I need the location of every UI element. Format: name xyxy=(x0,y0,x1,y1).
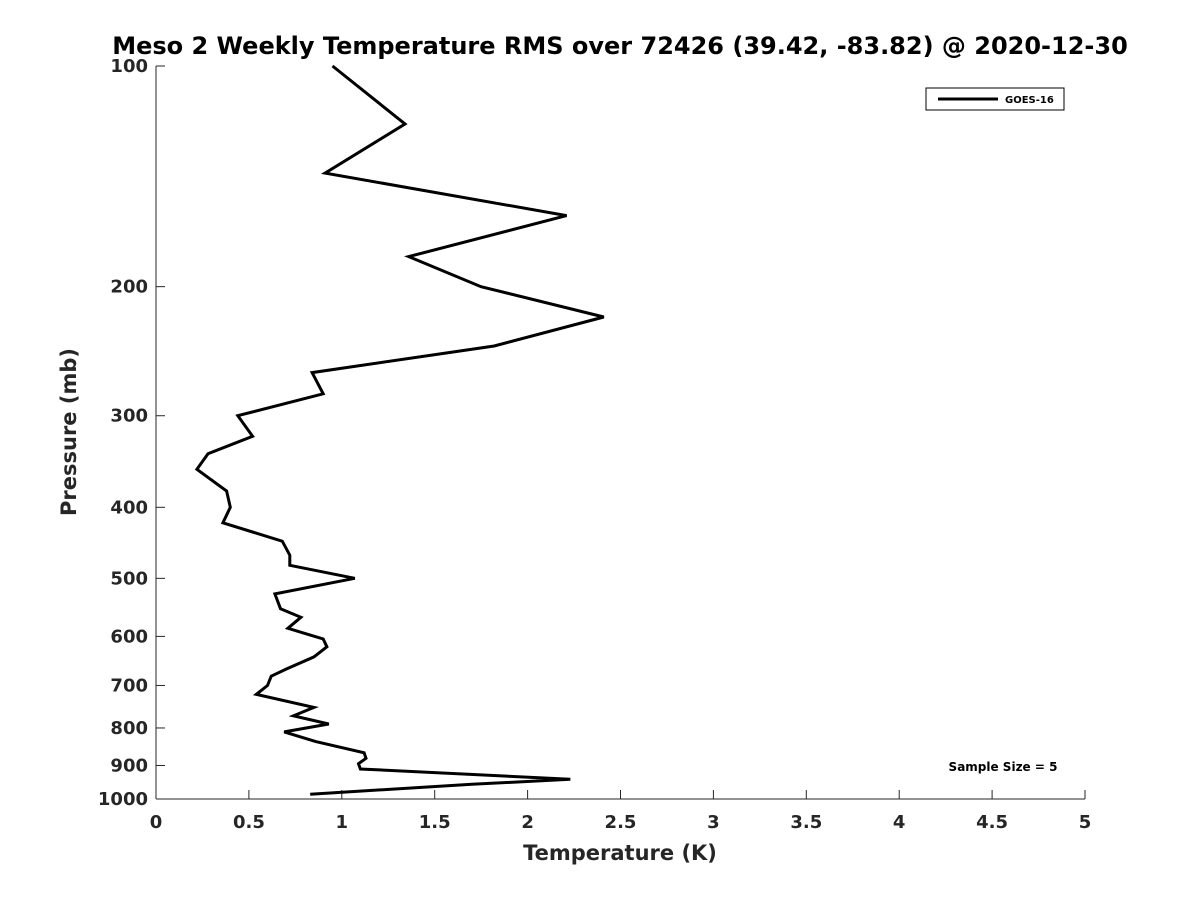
y-tick-label: 500 xyxy=(110,568,148,589)
x-tick-label: 2 xyxy=(521,812,534,833)
x-axis-label: Temperature (K) xyxy=(523,841,717,865)
x-tick-label: 0 xyxy=(150,812,163,833)
sample-size-annotation: Sample Size = 5 xyxy=(949,760,1058,774)
plot-area: 0 0.5 1 1.5 2 2.5 3 3.5 4 4.5 5 100 200 300 400 500 600 7… xyxy=(98,56,1091,833)
legend: GOES-16 xyxy=(925,87,1065,111)
x-tick-label: 1.5 xyxy=(419,812,451,833)
x-tick-label: 3.5 xyxy=(790,812,822,833)
y-tick-label: 1000 xyxy=(98,789,148,810)
x-tick-label: 1 xyxy=(336,812,349,833)
series-line-goes-16 xyxy=(194,64,605,796)
x-tick-label: 4.5 xyxy=(976,812,1008,833)
y-tick-label: 800 xyxy=(110,718,148,739)
x-tick-label: 4 xyxy=(893,812,906,833)
y-tick-label: 400 xyxy=(110,497,148,518)
y-tick-label: 600 xyxy=(110,626,148,647)
chart-title: Meso 2 Weekly Temperature RMS over 72426… xyxy=(112,32,1128,60)
y-tick-label: 200 xyxy=(110,277,148,298)
y-tick-label: 300 xyxy=(110,406,148,427)
x-tick-label: 5 xyxy=(1079,812,1092,833)
y-tick-label: 700 xyxy=(110,675,148,696)
y-axis-label: Pressure (mb) xyxy=(57,348,81,516)
legend-label-goes-16: GOES-16 xyxy=(1005,95,1054,106)
y-tick-label: 900 xyxy=(110,755,148,776)
y-tick-label: 100 xyxy=(110,56,148,77)
x-tick-label: 3 xyxy=(707,812,720,833)
x-tick-label: 0.5 xyxy=(233,812,265,833)
x-tick-label: 2.5 xyxy=(605,812,637,833)
